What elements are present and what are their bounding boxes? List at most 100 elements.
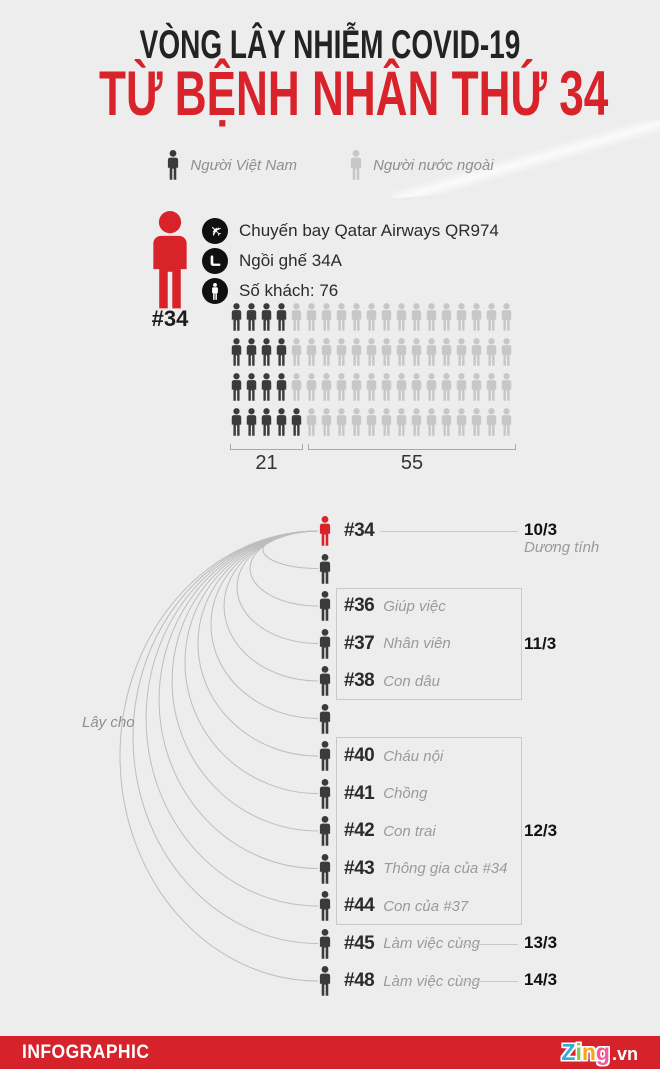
foreigner-person-icon [350, 150, 362, 180]
person-icon [336, 408, 347, 436]
fact-text: Ngồi ghế 34A [239, 251, 343, 270]
tree-node-38: #38 Con dâu [318, 666, 440, 696]
person-icon [319, 778, 331, 809]
plane-icon: ✈ [202, 218, 228, 244]
fact-flight: ✈ Chuyến bay Qatar Airways QR974 [202, 217, 499, 245]
person-icon [351, 303, 362, 331]
person-icon [336, 303, 347, 331]
person-icon [441, 338, 452, 366]
person-icon [411, 303, 422, 331]
person-icon [456, 373, 467, 401]
lay-cho-label: Lây cho [82, 714, 135, 731]
person-icon [381, 303, 392, 331]
person-icon [411, 408, 422, 436]
person-icon [261, 338, 272, 366]
logo-letter: n [581, 1039, 596, 1065]
person-icon [471, 408, 482, 436]
person-icon [306, 408, 317, 436]
person-icon [486, 408, 497, 436]
tree-node-41: #41 Chồng [318, 778, 427, 809]
tree-node-45: #45 Làm việc cùng [318, 928, 480, 959]
person-icon [366, 303, 377, 331]
infection-arc [223, 530, 319, 682]
legend: Người Việt Nam Người nước ngoài [0, 150, 660, 180]
node-id-label: #34 [344, 520, 375, 541]
person-icon [486, 338, 497, 366]
person-icon [441, 373, 452, 401]
person-icon [441, 408, 452, 436]
person-icon [319, 703, 331, 734]
seat-icon [202, 248, 228, 274]
person-icon [366, 338, 377, 366]
person-icon [426, 373, 437, 401]
infection-arc [119, 530, 319, 982]
date-note: Dương tính [524, 539, 600, 556]
footer-bar: INFOGRAPHIC Zing .vn [0, 1036, 660, 1069]
person-icon [441, 303, 452, 331]
person-icon [456, 408, 467, 436]
fact-passengers: Số khách: 76 [202, 277, 338, 305]
person-icon [291, 408, 302, 436]
person-icon [246, 303, 257, 331]
vietnamese-person-icon [168, 150, 179, 180]
infection-arc [197, 530, 319, 757]
person-icon [319, 853, 331, 884]
group-date-label: 11/3 [524, 634, 557, 653]
person-icon [366, 408, 377, 436]
person-icon [366, 373, 377, 401]
node-id-label: #45 [344, 932, 375, 954]
connector-line [380, 531, 518, 532]
person-icon [231, 338, 242, 366]
zing-logo-letters: Zing [561, 1039, 610, 1066]
zing-logo-suffix: .vn [611, 1044, 638, 1064]
date-label: 10/3 [524, 520, 558, 539]
brace-vietnamese [230, 444, 303, 450]
passenger-grid-row [230, 408, 515, 443]
person-icon [231, 408, 242, 436]
person-icon [396, 338, 407, 366]
person-icon [381, 338, 392, 366]
person-icon [276, 373, 287, 401]
person-icon [306, 303, 317, 331]
passenger-grid-row [230, 303, 515, 338]
infection-arc [132, 530, 319, 944]
infection-arc [236, 530, 319, 644]
fact-seat: Ngồi ghế 34A [202, 247, 342, 275]
person-icon [396, 303, 407, 331]
count-foreigner: 55 [400, 452, 424, 474]
person-icon [306, 373, 317, 401]
node-id-label: #43 [344, 857, 375, 879]
person-icon [319, 591, 331, 621]
node-id-label: #38 [344, 670, 375, 691]
person-icon [321, 303, 332, 331]
node-description: Con trai [383, 822, 436, 840]
page-subtitle: TỪ BỆNH NHÂN THỨ 34 [99, 59, 609, 129]
person-icon [411, 338, 422, 366]
person-icon [381, 373, 392, 401]
fact-text: Chuyến bay Qatar Airways QR974 [239, 221, 499, 240]
fact-text: Số khách: 76 [239, 281, 339, 300]
person-icon [321, 408, 332, 436]
tree-node-36: #36 Giúp việc [318, 591, 446, 621]
passenger-icon [202, 278, 228, 304]
node-id-label: #42 [344, 820, 375, 841]
person-icon [456, 303, 467, 331]
legend-label: Người nước ngoài [373, 156, 494, 174]
person-icon [319, 553, 331, 584]
connector-line [460, 981, 518, 982]
node-description: Làm việc cùng [383, 935, 480, 952]
tree-node-48: #48 Làm việc cùng [318, 966, 480, 996]
person-icon [351, 338, 362, 366]
person-icon [319, 891, 331, 921]
node-description: Giúp việc [383, 597, 446, 615]
person-icon [276, 338, 287, 366]
person-icon [261, 408, 272, 436]
person-icon [319, 966, 331, 996]
passenger-grid [230, 303, 515, 443]
person-icon [276, 303, 287, 331]
person-icon [306, 338, 317, 366]
connector-line [460, 943, 518, 945]
infection-arc [210, 530, 319, 719]
person-icon [291, 373, 302, 401]
person-icon [231, 303, 242, 331]
